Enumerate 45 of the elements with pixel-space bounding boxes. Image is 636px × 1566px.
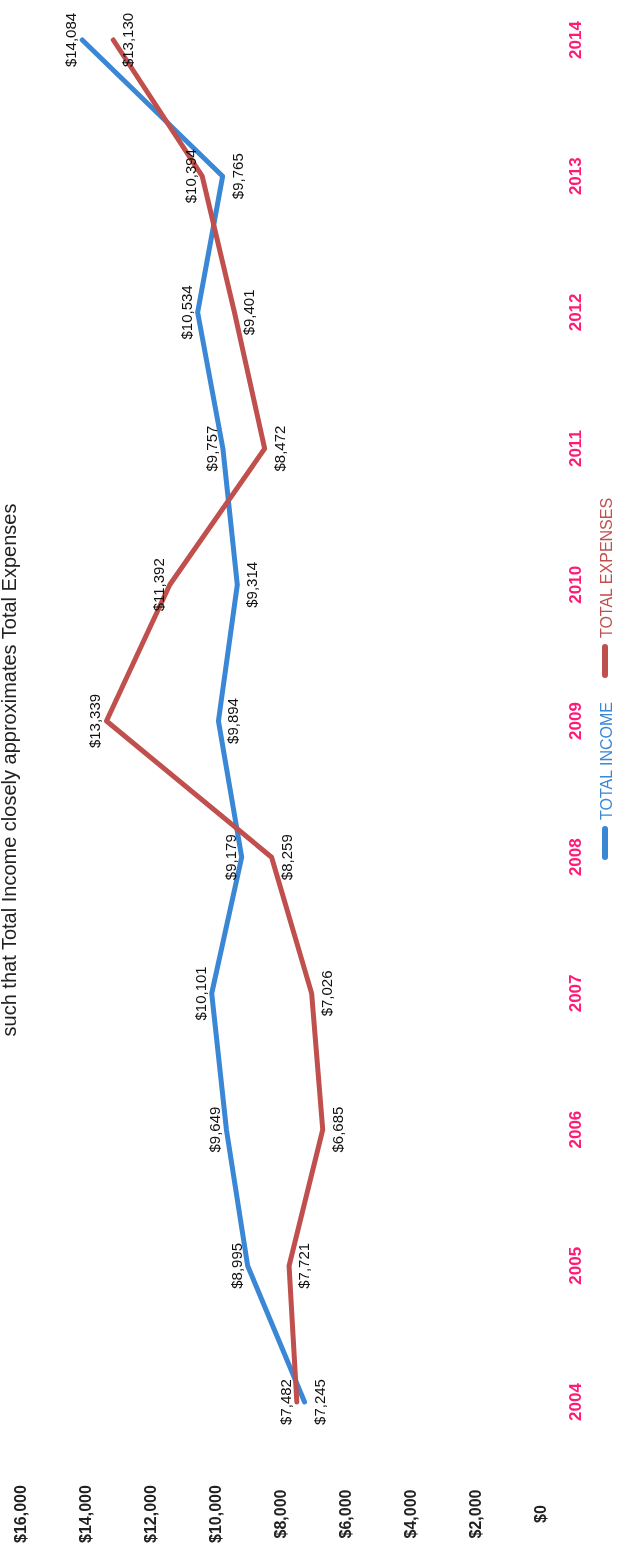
y-tick-label: 2008 xyxy=(566,838,585,877)
x-tick-label: $14,000 xyxy=(77,1484,94,1543)
data-label: $13,130 xyxy=(119,12,137,68)
y-tick-label: 2004 xyxy=(566,1382,585,1421)
x-tick-label: $8,000 xyxy=(272,1489,289,1539)
text: TOTAL EXPENSES xyxy=(598,497,615,639)
data-label: $11,392 xyxy=(149,558,167,612)
y-tick-label: 2010 xyxy=(566,565,585,604)
data-label: $8,259 xyxy=(277,834,295,881)
y-tick-label: 2013 xyxy=(566,157,585,196)
y-tick-label: 2009 xyxy=(566,702,585,740)
y-tick-label: 2005 xyxy=(566,1246,585,1285)
x-tick-label: $6,000 xyxy=(337,1489,354,1539)
data-label: $13,339 xyxy=(86,693,104,749)
x-tick-label: $2,000 xyxy=(467,1489,484,1539)
y-tick-label: 2014 xyxy=(566,20,585,59)
data-label: $9,649 xyxy=(206,1106,224,1153)
data-label: $14,084 xyxy=(62,12,80,68)
data-label: $10,101 xyxy=(191,966,209,1021)
data-label: $7,026 xyxy=(317,970,335,1017)
data-label: $9,757 xyxy=(202,425,220,472)
text: such that Total Income closely approximates Total Expenses xyxy=(0,503,20,1037)
y-tick-label: 2007 xyxy=(566,974,585,1013)
data-label: $8,995 xyxy=(227,1242,245,1289)
x-tick-label: $0 xyxy=(532,1505,549,1523)
data-label: $7,482 xyxy=(276,1379,294,1425)
x-tick-label: $4,000 xyxy=(402,1489,419,1539)
data-label: $9,314 xyxy=(243,561,261,608)
x-tick-label: $10,000 xyxy=(207,1484,224,1543)
y-tick-label: 2011 xyxy=(566,430,585,468)
y-tick-label: 2012 xyxy=(566,293,585,332)
data-label: $9,401 xyxy=(240,289,258,336)
y-tick-label: 2006 xyxy=(566,1110,585,1149)
x-tick-label: $16,000 xyxy=(12,1484,29,1543)
text: TOTAL INCOME xyxy=(598,702,615,820)
x-tick-label: $12,000 xyxy=(142,1484,159,1543)
data-label: $9,894 xyxy=(224,698,242,744)
data-label: $9,179 xyxy=(221,834,239,881)
data-label: $10,534 xyxy=(177,285,195,340)
data-label: $7,245 xyxy=(310,1379,328,1425)
data-label: $9,765 xyxy=(228,153,246,200)
data-label: $6,685 xyxy=(328,1106,346,1153)
data-label: $10,394 xyxy=(182,149,200,204)
data-label: $8,472 xyxy=(270,425,288,472)
data-label: $7,721 xyxy=(295,1242,313,1289)
